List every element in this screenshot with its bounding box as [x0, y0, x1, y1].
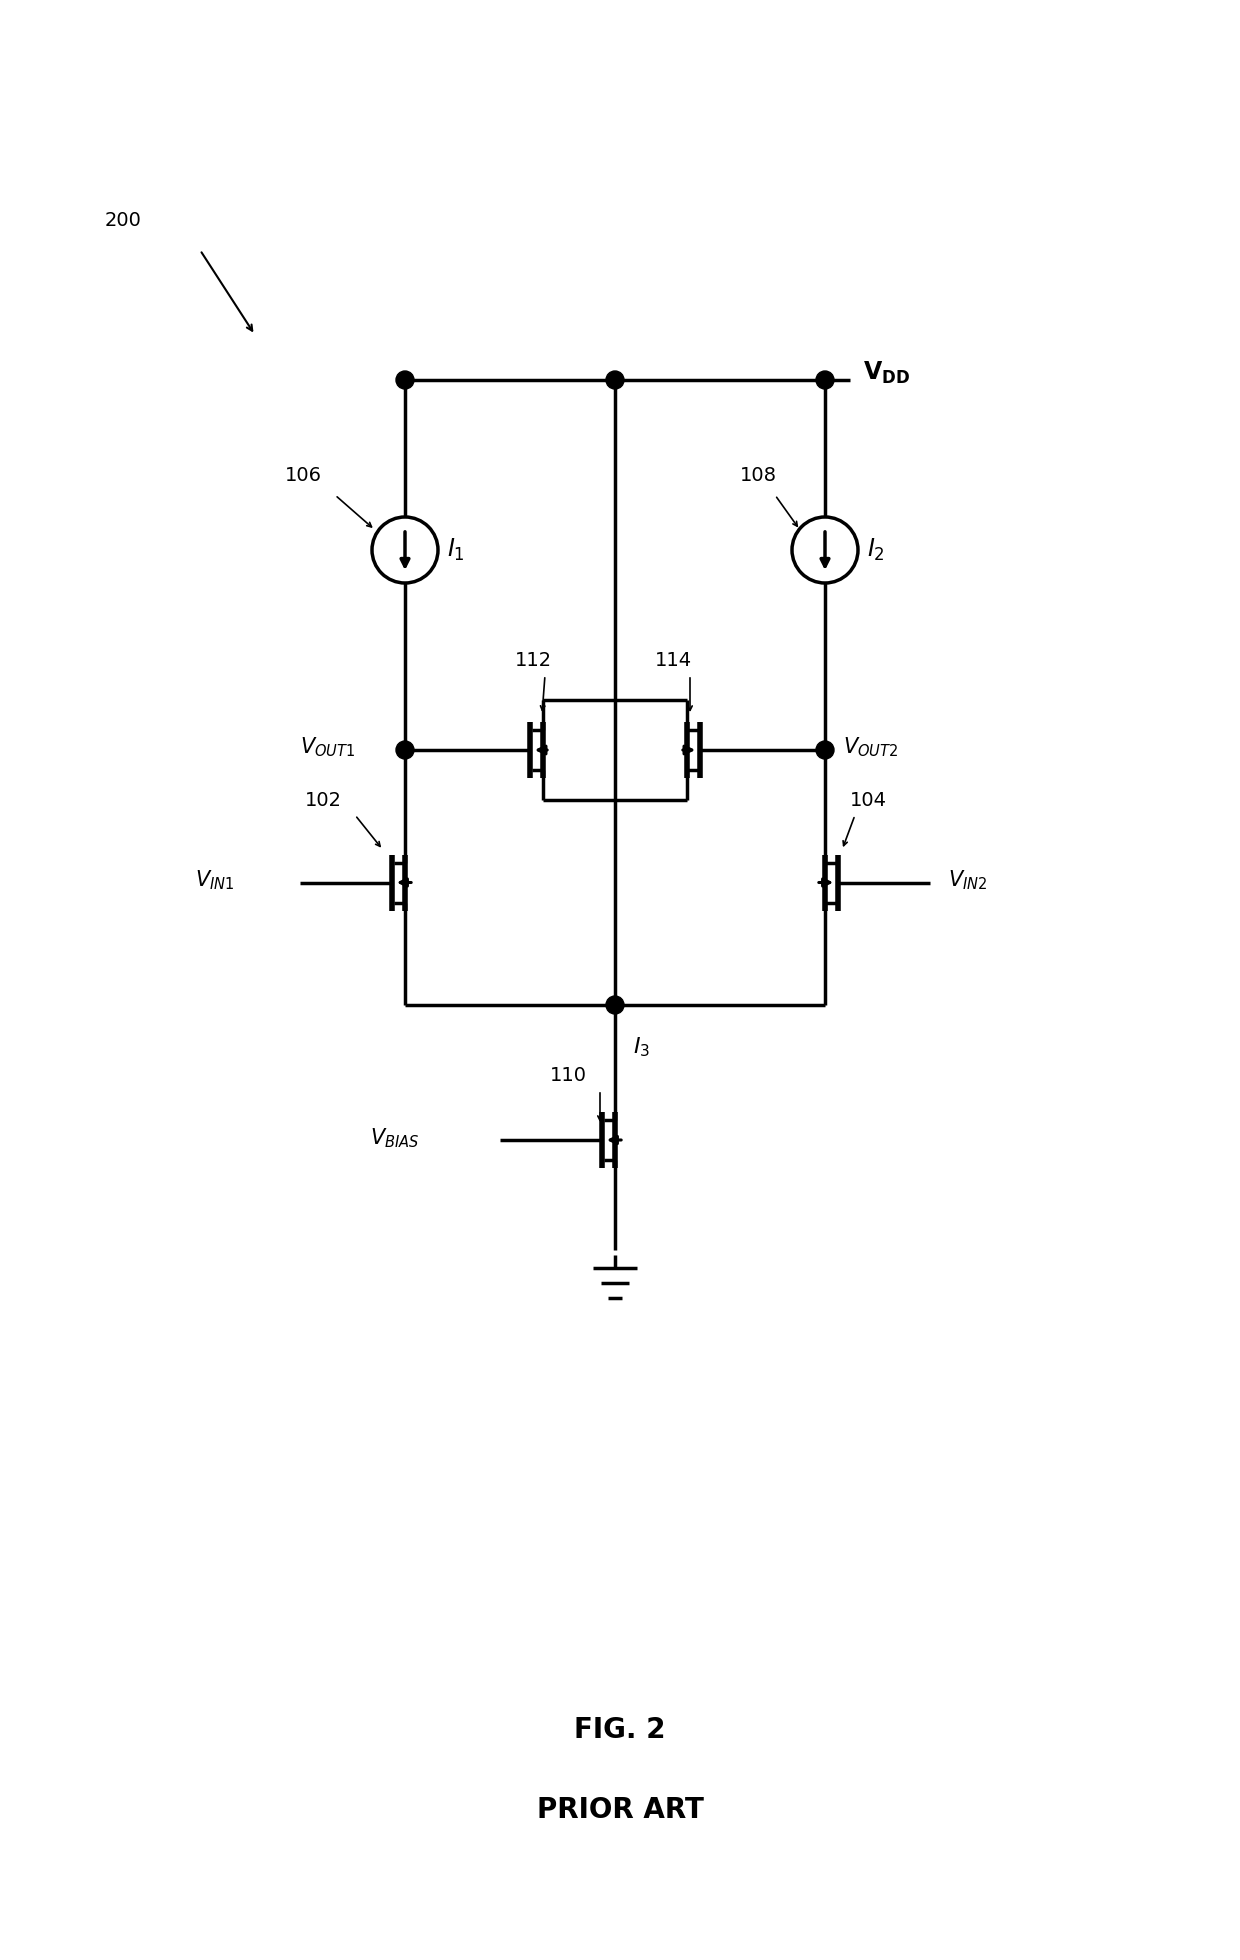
- Text: $I_3$: $I_3$: [632, 1035, 650, 1058]
- Text: 108: 108: [740, 466, 777, 484]
- Text: $V_{OUT1}$: $V_{OUT1}$: [300, 735, 356, 759]
- Text: 114: 114: [655, 651, 692, 670]
- Text: $V_{IN1}$: $V_{IN1}$: [195, 868, 234, 892]
- Text: 104: 104: [849, 790, 887, 809]
- Circle shape: [396, 370, 414, 388]
- Text: 102: 102: [305, 790, 342, 809]
- Text: 200: 200: [105, 210, 141, 229]
- Text: $V_{IN2}$: $V_{IN2}$: [949, 868, 987, 892]
- Text: $V_{BIAS}$: $V_{BIAS}$: [370, 1127, 419, 1151]
- Circle shape: [396, 741, 414, 759]
- Circle shape: [816, 370, 835, 388]
- Circle shape: [606, 370, 624, 388]
- Text: 106: 106: [285, 466, 322, 484]
- Text: PRIOR ART: PRIOR ART: [537, 1795, 703, 1825]
- Circle shape: [606, 996, 624, 1013]
- Text: FIG. 2: FIG. 2: [574, 1717, 666, 1744]
- Text: $I_1$: $I_1$: [446, 537, 465, 563]
- Circle shape: [816, 741, 835, 759]
- Text: $\mathbf{V_{DD}}$: $\mathbf{V_{DD}}$: [863, 361, 910, 386]
- Text: 112: 112: [515, 651, 552, 670]
- Text: 110: 110: [551, 1066, 587, 1084]
- Text: $I_2$: $I_2$: [867, 537, 885, 563]
- Text: $V_{OUT2}$: $V_{OUT2}$: [843, 735, 898, 759]
